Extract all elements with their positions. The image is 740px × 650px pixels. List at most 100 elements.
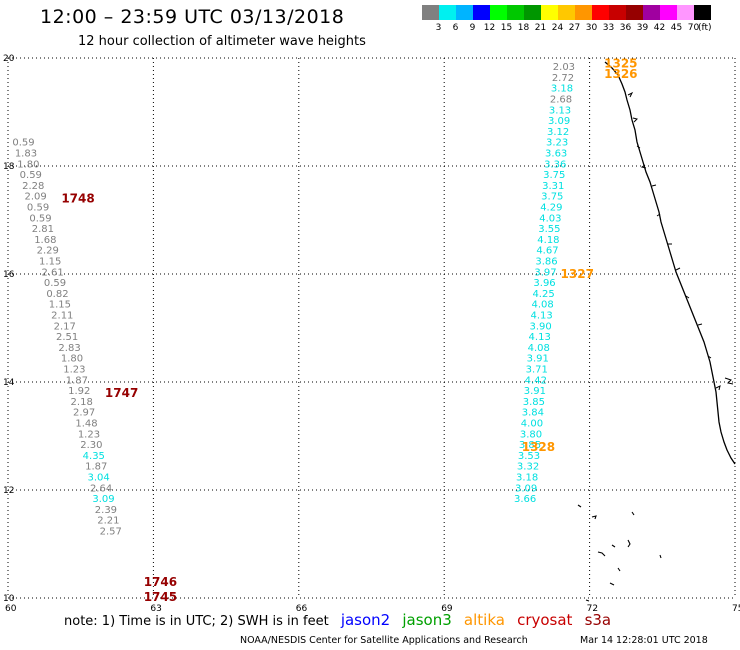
wave-height-label: 3.75 — [541, 192, 563, 203]
wave-height-label: 1.87 — [85, 462, 107, 473]
wave-height-label: 4.25 — [532, 289, 554, 300]
wave-height-label: 4.42 — [525, 375, 547, 386]
wave-height-label: 3.53 — [518, 451, 540, 462]
footer-timestamp: Mar 14 12:28:01 UTC 2018 — [580, 635, 708, 646]
wave-height-label: 2.11 — [51, 311, 73, 322]
wave-height-label: 2.21 — [97, 516, 119, 527]
scale-label: 21 — [534, 23, 547, 33]
wave-height-label: 2.97 — [73, 408, 95, 419]
wave-height-label: 3.75 — [543, 170, 565, 181]
wave-height-label: 3.90 — [530, 321, 552, 332]
scale-swatch — [558, 5, 575, 20]
scale-label: 9 — [469, 23, 476, 33]
scale-swatch — [473, 5, 490, 20]
wave-height-label: 3.18 — [516, 473, 538, 484]
legend-jason3: jason3 — [402, 611, 452, 629]
wave-height-label: 4.03 — [539, 213, 561, 224]
scale-swatch — [541, 5, 558, 20]
wave-height-label: 3.09 — [92, 494, 114, 505]
wave-height-label: 1.87 — [66, 375, 88, 386]
pass-time-label: 1327 — [561, 267, 594, 281]
wave-height-label: 3.09 — [548, 116, 570, 127]
coastline — [604, 61, 736, 465]
lon-tick-label: 75 — [732, 604, 740, 614]
wave-height-label: 1.48 — [75, 419, 97, 430]
scale-label: 36 — [619, 23, 632, 33]
scale-swatch — [660, 5, 677, 20]
wave-height-label: 3.36 — [544, 159, 566, 170]
wave-height-label: 0.59 — [27, 203, 49, 214]
wave-height-label: 2.72 — [552, 73, 574, 84]
footer-credit: NOAA/NESDIS Center for Satellite Applica… — [240, 635, 528, 646]
scale-swatch — [575, 5, 592, 20]
wave-height-label: 4.13 — [530, 311, 552, 322]
wave-height-label: 1.15 — [39, 257, 61, 268]
legend-jason2: jason2 — [340, 611, 391, 629]
scale-swatch — [592, 5, 609, 20]
wave-height-label: 3.91 — [527, 354, 549, 365]
lon-tick-label: 66 — [296, 604, 308, 614]
scale-swatch — [643, 5, 660, 20]
wave-height-label: 2.18 — [71, 397, 93, 408]
wave-height-label: 3.91 — [524, 386, 546, 397]
wave-height-label: 1.83 — [15, 149, 37, 160]
wave-height-label: 0.82 — [46, 289, 68, 300]
wave-height-label: 4.18 — [537, 235, 559, 246]
scale-units: (ft) — [698, 23, 712, 33]
pass-time-label: 1325 — [604, 56, 637, 70]
wave-height-label: 2.30 — [80, 440, 102, 451]
scale-swatch — [609, 5, 626, 20]
legend-note: note: 1) Time is in UTC; 2) SWH is in fe… — [64, 614, 329, 629]
scale-label: 42 — [653, 23, 666, 33]
wave-height-label: 3.09 — [515, 483, 537, 494]
lat-tick-label: 20 — [3, 54, 15, 64]
wave-height-label: 3.66 — [514, 494, 536, 505]
wave-height-label: 3.80 — [520, 429, 542, 440]
wave-height-label: 3.85 — [519, 440, 541, 451]
scale-swatch — [439, 5, 456, 20]
wave-height-label: 4.29 — [540, 203, 562, 214]
map-subtitle: 12 hour collection of altimeter wave hei… — [78, 34, 366, 49]
lat-tick-label: 12 — [3, 486, 14, 496]
wave-height-label: 4.13 — [529, 332, 551, 343]
wave-height-label: 2.51 — [56, 332, 78, 343]
scale-swatch — [490, 5, 507, 20]
pass-time-label: 1326 — [604, 67, 637, 81]
wave-height-label: 2.03 — [553, 62, 575, 73]
scale-swatch — [456, 5, 473, 20]
scale-label: 18 — [517, 23, 530, 33]
wave-height-label: 2.81 — [32, 224, 54, 235]
wave-height-label: 2.83 — [58, 343, 80, 354]
scale-swatch — [507, 5, 524, 20]
altimeter-track-labels: 0.591.831.800.592.282.090.590.592.811.68… — [12, 56, 637, 604]
scale-swatch — [677, 5, 694, 20]
wave-height-label: 3.96 — [533, 278, 555, 289]
legend-bar: note: 1) Time is in UTC; 2) SWH is in fe… — [64, 611, 619, 629]
lon-tick-label: 60 — [5, 604, 17, 614]
wave-height-label: 3.63 — [545, 149, 567, 160]
wave-height-label: 1.80 — [61, 354, 83, 365]
islands — [577, 504, 662, 602]
wave-height-label: 2.61 — [41, 267, 63, 278]
pass-time-label: 1748 — [61, 191, 94, 205]
pass-time-label: 1328 — [522, 440, 555, 454]
wave-height-label: 2.28 — [22, 181, 44, 192]
wave-height-label: 4.08 — [528, 343, 550, 354]
scale-swatch — [422, 5, 439, 20]
scale-label: 39 — [636, 23, 649, 33]
coastline-jag — [627, 91, 734, 391]
map-title: 12:00 – 23:59 UTC 03/13/2018 — [40, 6, 345, 28]
wave-height-label: 3.13 — [549, 105, 571, 116]
wave-height-label: 3.85 — [523, 397, 545, 408]
wave-height-label: 3.04 — [88, 473, 110, 484]
wave-height-label: 0.59 — [44, 278, 66, 289]
wave-height-label: 1.80 — [17, 159, 39, 170]
wave-height-label: 0.59 — [29, 213, 51, 224]
scale-swatch — [626, 5, 643, 20]
wave-height-label: 3.55 — [538, 224, 560, 235]
lon-tick-label: 63 — [150, 604, 161, 614]
wave-height-label: 4.67 — [536, 246, 558, 257]
wave-height-label: 3.86 — [535, 257, 557, 268]
scale-label: 6 — [452, 23, 459, 33]
